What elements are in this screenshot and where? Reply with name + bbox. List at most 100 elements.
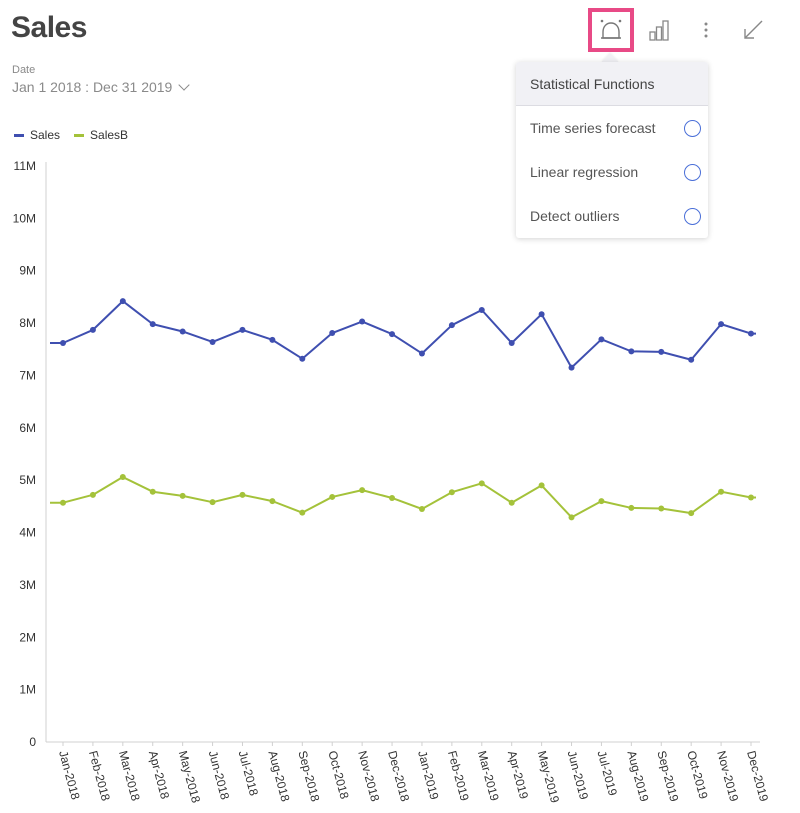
data-point-sales[interactable] [658, 348, 665, 355]
legend-swatch-sales [14, 133, 24, 137]
legend-item-salesb[interactable]: SalesB [74, 128, 128, 142]
data-point-salesb[interactable] [478, 480, 485, 487]
data-point-sales[interactable] [748, 330, 754, 337]
data-point-salesb[interactable] [119, 474, 126, 481]
data-point-sales[interactable] [688, 356, 695, 363]
statistics-icon [600, 19, 622, 39]
data-point-sales[interactable] [448, 322, 455, 329]
x-tick-label: Mar-2019 [475, 749, 502, 803]
data-point-salesb[interactable] [299, 509, 306, 516]
bar-chart-icon [649, 20, 669, 41]
data-point-sales[interactable] [359, 318, 366, 325]
y-tick-label: 0 [29, 735, 36, 749]
data-point-sales[interactable] [718, 321, 725, 328]
x-tick-label: Mar-2018 [116, 749, 143, 803]
data-point-salesb[interactable] [269, 498, 276, 505]
x-tick-label: Jan-2018 [56, 749, 83, 801]
data-point-salesb[interactable] [448, 489, 455, 496]
y-tick-label: 11M [14, 159, 36, 173]
x-tick-label: Dec-2019 [744, 749, 771, 803]
data-point-salesb[interactable] [89, 491, 96, 498]
y-tick-label: 3M [19, 578, 36, 592]
data-point-salesb[interactable] [329, 493, 336, 500]
data-point-sales[interactable] [329, 330, 336, 337]
data-point-salesb[interactable] [658, 505, 665, 512]
legend-swatch-salesb [74, 133, 85, 137]
radio-button[interactable] [684, 119, 701, 137]
data-point-salesb[interactable] [209, 499, 216, 506]
y-tick-label: 9M [19, 264, 36, 278]
x-tick-label: Feb-2019 [445, 749, 472, 803]
x-tick-label: Oct-2019 [684, 749, 710, 801]
data-point-sales[interactable] [209, 338, 216, 345]
x-tick-label: May-2018 [176, 749, 203, 804]
data-point-salesb[interactable] [239, 491, 246, 498]
y-tick-label: 10M [13, 211, 36, 225]
data-point-salesb[interactable] [508, 499, 515, 506]
series-line-salesb [50, 476, 756, 519]
x-tick-label: Jun-2019 [565, 749, 592, 801]
x-tick-label: Nov-2019 [714, 749, 741, 803]
data-point-salesb[interactable] [359, 487, 366, 494]
chart-type-button[interactable] [646, 16, 672, 44]
data-point-salesb[interactable] [748, 494, 754, 501]
data-point-salesb[interactable] [568, 514, 575, 521]
data-point-sales[interactable] [508, 339, 515, 346]
data-point-sales[interactable] [418, 350, 425, 357]
x-tick-label: Aug-2019 [624, 749, 651, 803]
data-point-sales[interactable] [568, 364, 575, 371]
data-point-salesb[interactable] [628, 504, 635, 511]
menu-item-time-series-forecast[interactable]: Time series forecast [516, 106, 708, 150]
data-point-sales[interactable] [299, 355, 306, 362]
data-point-salesb[interactable] [718, 488, 725, 495]
data-point-sales[interactable] [179, 328, 186, 335]
x-tick-label: Dec-2018 [385, 749, 412, 803]
menu-item-label: Linear regression [530, 164, 639, 180]
data-point-salesb[interactable] [418, 505, 425, 512]
data-point-sales[interactable] [119, 298, 126, 305]
y-tick-label: 4M [19, 526, 36, 540]
x-tick-label: Oct-2018 [325, 749, 351, 801]
y-tick-label: 5M [19, 473, 36, 487]
statistical-functions-menu: Statistical Functions Time series foreca… [516, 62, 708, 238]
x-tick-label: Sep-2018 [295, 749, 322, 803]
date-range-value: Jan 1 2018 : Dec 31 2019 [12, 79, 173, 95]
page-title: Sales [11, 11, 87, 44]
legend-item-sales[interactable]: Sales [14, 128, 60, 142]
radio-button[interactable] [684, 207, 701, 225]
x-tick-label: Jul-2019 [595, 749, 621, 797]
x-tick-label: Jun-2018 [206, 749, 233, 801]
menu-item-linear-regression[interactable]: Linear regression [516, 150, 708, 194]
data-point-sales[interactable] [598, 336, 605, 343]
data-point-salesb[interactable] [60, 499, 66, 506]
data-point-sales[interactable] [60, 339, 66, 346]
more-vertical-icon [704, 22, 708, 38]
radio-button[interactable] [684, 163, 701, 181]
date-range-selector[interactable]: Jan 1 2018 : Dec 31 2019 [12, 78, 191, 95]
data-point-sales[interactable] [478, 307, 485, 313]
data-point-salesb[interactable] [179, 492, 186, 499]
data-point-salesb[interactable] [598, 498, 605, 505]
collapse-arrow-icon [744, 20, 763, 39]
data-point-sales[interactable] [628, 348, 635, 355]
data-point-sales[interactable] [389, 331, 396, 338]
data-point-salesb[interactable] [389, 494, 396, 501]
data-point-salesb[interactable] [688, 510, 695, 517]
x-tick-label: May-2019 [535, 749, 562, 804]
menu-item-detect-outliers[interactable]: Detect outliers [516, 194, 708, 238]
x-tick-label: Jul-2018 [236, 749, 262, 797]
data-point-sales[interactable] [149, 321, 156, 328]
data-point-sales[interactable] [269, 336, 276, 343]
data-point-salesb[interactable] [538, 482, 545, 489]
data-point-sales[interactable] [239, 326, 246, 333]
data-point-sales[interactable] [89, 326, 96, 333]
menu-item-label: Detect outliers [530, 208, 620, 224]
statistics-button[interactable] [588, 8, 634, 52]
y-tick-label: 8M [19, 316, 36, 330]
data-point-sales[interactable] [538, 311, 545, 318]
legend-label-salesb: SalesB [90, 128, 129, 142]
more-options-button[interactable] [694, 16, 718, 44]
collapse-button[interactable] [740, 16, 766, 44]
data-point-salesb[interactable] [149, 488, 156, 495]
